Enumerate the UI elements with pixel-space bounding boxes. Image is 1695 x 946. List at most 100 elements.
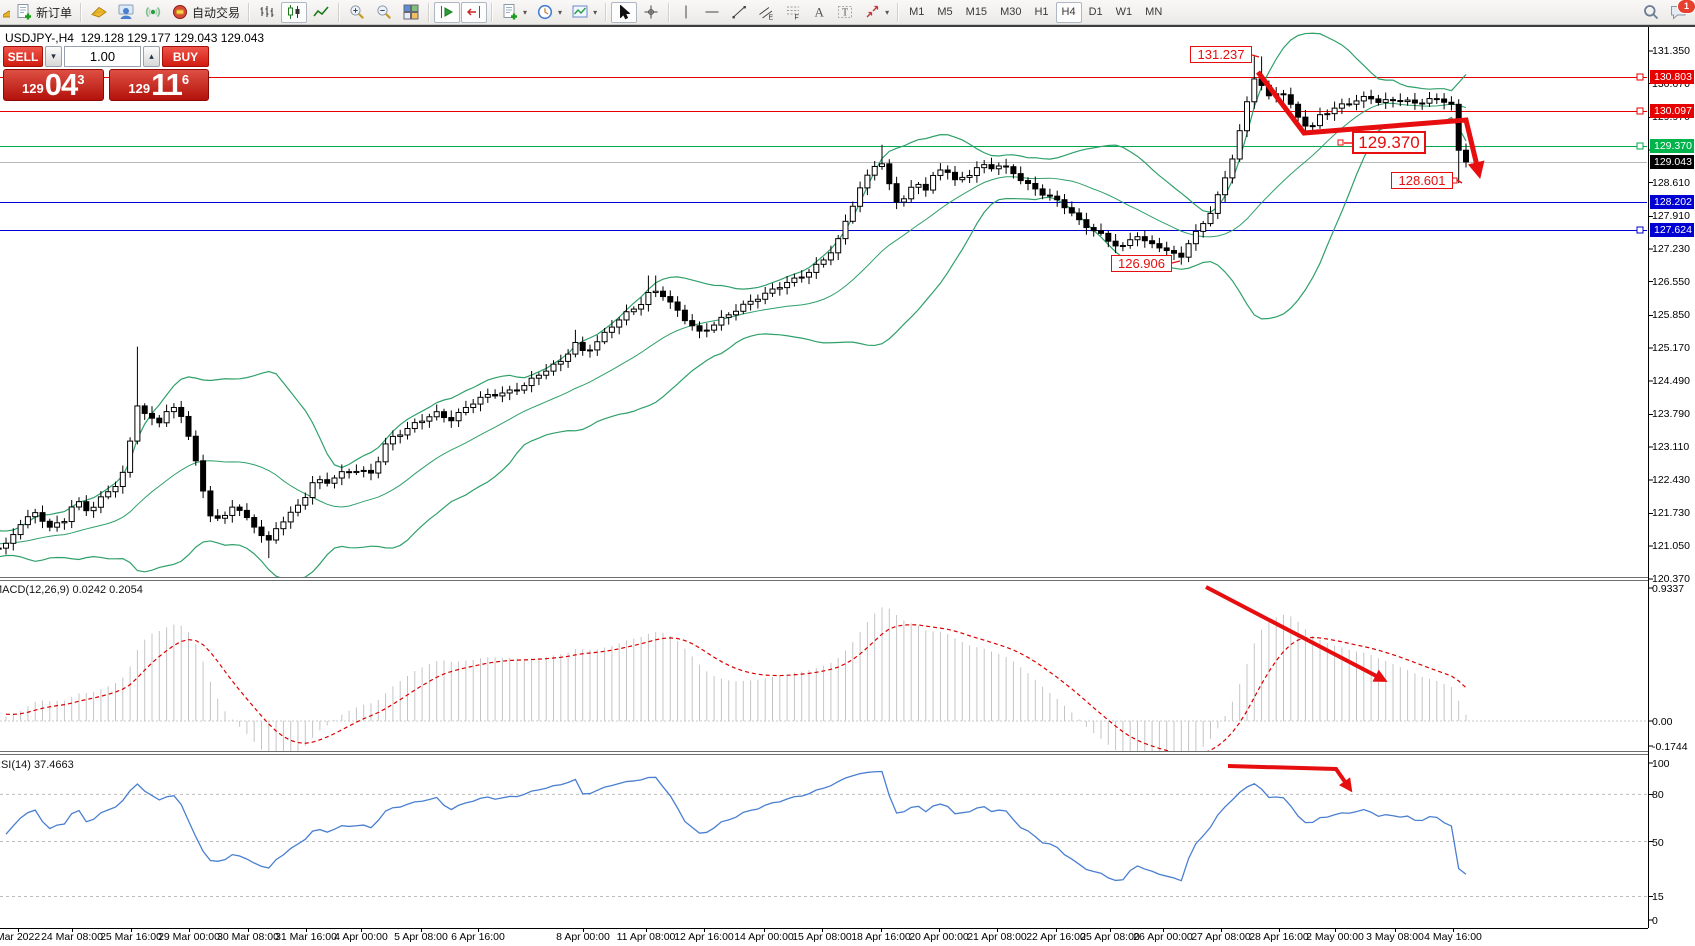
buy-price-handle: 129 (128, 81, 151, 96)
bollinger-bands (0, 32, 1467, 578)
candlestick-chart-button[interactable] (281, 1, 308, 23)
person-icon (118, 4, 134, 19)
timeframe-button-mn[interactable]: MN (1139, 2, 1168, 23)
triangle-up-icon: ▴ (149, 51, 154, 61)
timeframe-button-h1[interactable]: H1 (1028, 2, 1054, 23)
candlesticks (0, 56, 1469, 559)
candlestick-chart-icon (288, 5, 300, 19)
axes (0, 27, 1653, 932)
timeframe-button-m30[interactable]: M30 (994, 2, 1027, 23)
volume-increase-button[interactable]: ▴ (143, 46, 160, 67)
bar-chart-button[interactable] (254, 2, 280, 23)
cursor-tool-button[interactable] (611, 1, 638, 23)
vertical-line-tool-button[interactable] (674, 2, 698, 23)
chevron-down-icon: ▾ (885, 7, 890, 17)
svg-text:T: T (842, 8, 848, 19)
text-icon: A (815, 5, 825, 20)
buy-button[interactable]: BUY (162, 46, 209, 67)
timeframe-button-w1[interactable]: W1 (1110, 2, 1139, 23)
trendline-icon (732, 6, 746, 19)
gold-icon (91, 6, 107, 18)
timeframe-button-m15[interactable]: M15 (960, 2, 993, 23)
line-chart-button[interactable] (308, 2, 334, 23)
new-order-label: 新订单 (36, 5, 73, 20)
profiles-dropdown[interactable]: ▾ (567, 2, 601, 23)
separator (248, 2, 251, 22)
zoom-out-button[interactable] (371, 2, 397, 23)
tile-windows-icon (403, 4, 419, 20)
notifications-button[interactable]: 1 (1665, 0, 1695, 23)
toolbar: 新订单 (0, 0, 1695, 25)
new-order-button[interactable]: 新订单 (11, 2, 76, 23)
search-icon (1644, 5, 1659, 20)
community-button[interactable] (113, 2, 139, 23)
zoom-out-icon (377, 5, 392, 19)
autotrading-label: 自动交易 (192, 5, 241, 20)
buy-price-pips: 11 (151, 69, 183, 101)
arrows-icon (866, 5, 879, 18)
new-order-icon (17, 4, 31, 20)
panel-splitter-rsi[interactable] (0, 751, 1648, 756)
volume-input[interactable] (64, 46, 141, 67)
chart-profile-icon (572, 5, 588, 18)
search-button[interactable] (1638, 2, 1664, 23)
sell-price-pips: 04 (44, 69, 78, 101)
svg-text:F: F (795, 15, 799, 22)
separator (428, 2, 431, 22)
sell-button[interactable]: SELL (3, 46, 43, 67)
volume-decrease-button[interactable]: ▾ (45, 46, 62, 67)
sell-price-display[interactable]: 129 04 3 (3, 69, 104, 101)
auto-scroll-button[interactable] (434, 1, 461, 23)
equidistant-channel-tool-button[interactable]: E (753, 2, 779, 23)
clipped-toolbar-icon (3, 5, 10, 19)
zoom-in-icon (350, 5, 365, 19)
cursor-icon (620, 5, 631, 20)
crosshair-tool-button[interactable] (638, 2, 664, 23)
new-chart-dropdown[interactable]: ▾ (497, 2, 531, 23)
horizontal-line-icon (705, 11, 719, 13)
notification-badge: 1 (1677, 0, 1695, 14)
macd-indicator (0, 607, 1647, 751)
autotrading-icon (173, 5, 188, 19)
zoom-in-button[interactable] (344, 2, 370, 23)
separator (80, 2, 83, 22)
separator (605, 2, 608, 22)
chevron-down-icon: ▾ (593, 7, 598, 17)
signals-button[interactable] (140, 2, 166, 23)
tile-windows-button[interactable] (398, 2, 424, 23)
rsi-indicator (0, 770, 1647, 897)
trend-arrows (1171, 54, 1485, 793)
sell-price-point: 3 (77, 72, 85, 87)
text-tool-button[interactable]: A (807, 2, 831, 23)
signal-icon (145, 6, 161, 18)
auto-scroll-icon (441, 6, 454, 18)
fibonacci-icon: F (787, 6, 800, 22)
separator (338, 2, 341, 22)
timeframe-button-d1[interactable]: D1 (1083, 2, 1109, 23)
period-dropdown[interactable]: ▾ (532, 2, 566, 23)
autotrading-button[interactable]: 自动交易 (167, 2, 244, 23)
buy-price-display[interactable]: 129 11 6 (108, 69, 209, 101)
text-label-tool-button[interactable]: T (832, 2, 858, 23)
timeframe-button-m5[interactable]: M5 (931, 2, 958, 23)
fibonacci-tool-button[interactable]: F (780, 2, 806, 23)
timeframe-button-m1[interactable]: M1 (903, 2, 930, 23)
panel-splitter-macd[interactable] (0, 577, 1648, 582)
horizontal-line-tool-button[interactable] (699, 2, 725, 23)
timeframe-group: M1 M5 M15 M30 H1 H4 D1 W1 MN (903, 1, 1168, 23)
arrows-tool-dropdown[interactable]: ▾ (859, 2, 893, 23)
chevron-down-icon: ▾ (558, 7, 563, 17)
chart-shift-button[interactable] (461, 1, 488, 23)
timeframe-button-h4[interactable]: H4 (1055, 1, 1082, 23)
chevron-down-icon: ▾ (523, 7, 528, 17)
clock-icon (537, 4, 553, 20)
market-depth-button[interactable] (86, 2, 112, 23)
svg-text:E: E (769, 15, 774, 22)
sell-price-handle: 129 (22, 81, 44, 96)
vertical-line-icon (685, 5, 687, 19)
trendline-tool-button[interactable] (726, 2, 752, 23)
channel-icon: E (759, 7, 774, 22)
